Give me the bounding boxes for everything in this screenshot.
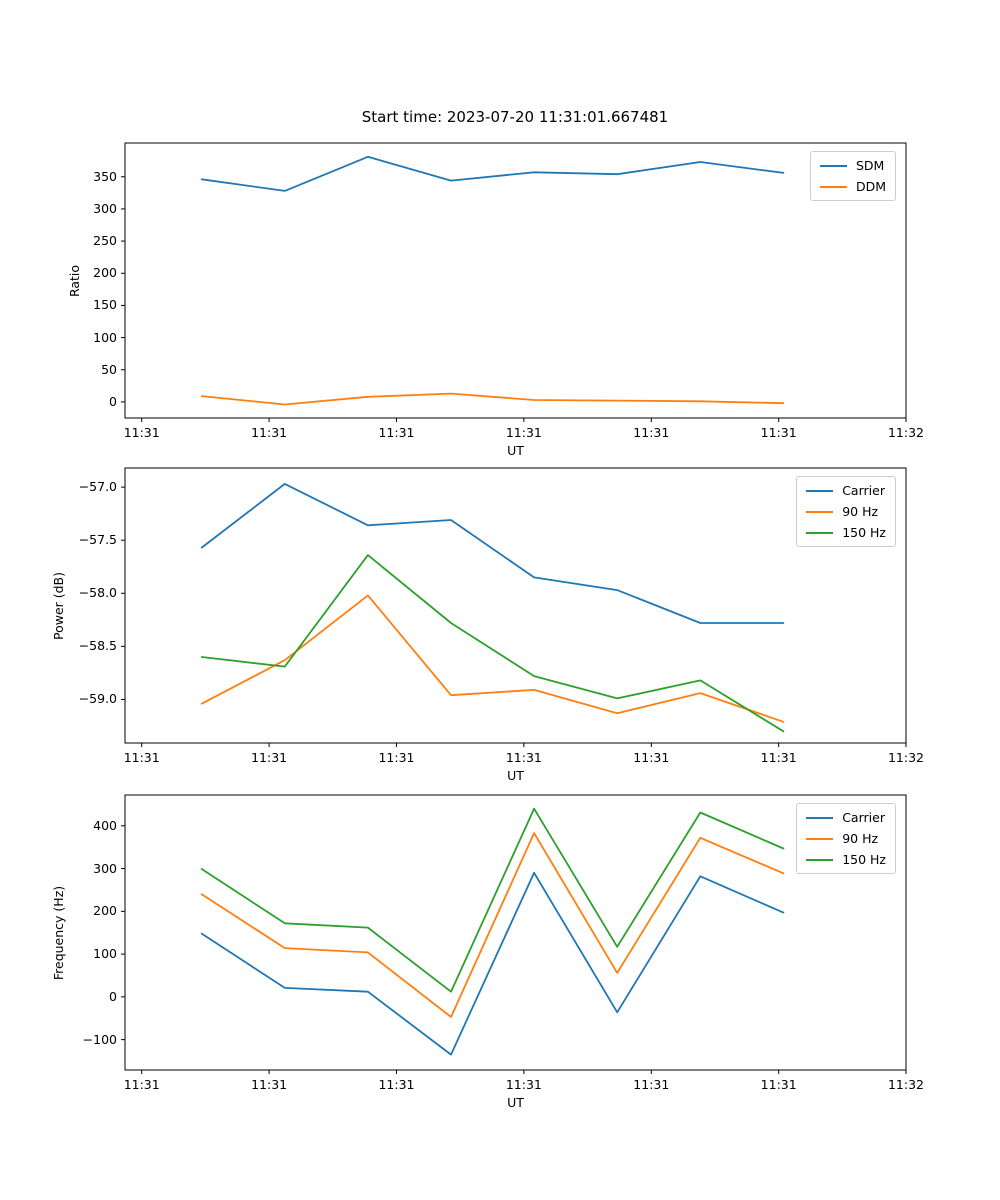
- line-ddm: [200, 392, 785, 406]
- legend-entry-label: DDM: [855, 179, 886, 194]
- x-tick-label: 11:31: [760, 750, 797, 765]
- line-carrier: [200, 482, 785, 624]
- x-tick-label: 11:32: [887, 425, 925, 440]
- y-tick-label: −57.0: [78, 479, 117, 495]
- legend-entry: 150 Hz: [806, 851, 886, 868]
- x-tick-label: 11:31: [378, 750, 415, 765]
- x-tick-label: 11:31: [633, 1077, 670, 1092]
- x-tick-label: 11:31: [633, 750, 670, 765]
- legend-entry: Carrier: [806, 809, 886, 826]
- subplot-power-db-: [121, 467, 907, 747]
- y-tick-label: 250: [93, 233, 117, 249]
- x-tick-label: 11:31: [123, 425, 160, 440]
- legend-line-sample: [806, 489, 834, 492]
- y-tick-label: −58.5: [78, 638, 117, 654]
- legend-entry-label: 150 Hz: [842, 525, 886, 540]
- figure-title: Start time: 2023-07-20 11:31:01.667481: [361, 108, 669, 126]
- y-tick-label: 100: [93, 946, 117, 962]
- axis-xlabel: UT: [507, 768, 524, 783]
- y-tick-label: 300: [93, 200, 117, 216]
- x-tick-label: 11:31: [378, 1077, 415, 1092]
- plot-border: [124, 142, 907, 419]
- legend-line-sample: [806, 816, 834, 819]
- axis-ylabel: Power (dB): [51, 571, 66, 640]
- legend-line-sample: [819, 164, 847, 167]
- x-tick-label: 11:31: [123, 1077, 160, 1092]
- y-tick-label: 150: [93, 297, 117, 313]
- legend-entry-label: Carrier: [842, 483, 885, 498]
- y-tick-label: 400: [93, 817, 117, 833]
- x-tick-label: 11:31: [123, 750, 160, 765]
- legend: Carrier 90 Hz 150 Hz: [796, 476, 896, 547]
- y-tick-label: −57.5: [78, 532, 117, 548]
- legend-line-sample: [806, 858, 834, 861]
- line-150-hz: [200, 807, 785, 993]
- y-tick-label: 200: [93, 903, 117, 919]
- plot-border: [124, 794, 907, 1071]
- x-tick-label: 11:31: [378, 425, 415, 440]
- y-tick-label: 300: [93, 860, 117, 876]
- legend-line-sample: [806, 837, 834, 840]
- legend-entry-label: SDM: [855, 158, 885, 173]
- axis-xlabel: UT: [507, 443, 524, 458]
- legend: SDM DDM: [809, 151, 896, 201]
- x-tick-label: 11:31: [760, 1077, 797, 1092]
- legend-entry: 90 Hz: [806, 830, 886, 847]
- x-tick-label: 11:31: [633, 425, 670, 440]
- legend-entry: Carrier: [806, 482, 886, 499]
- y-tick-label: −59.0: [78, 691, 117, 707]
- x-tick-label: 11:31: [760, 425, 797, 440]
- line-150-hz: [200, 554, 785, 733]
- legend-entry: 90 Hz: [806, 503, 886, 520]
- axis-xlabel: UT: [507, 1095, 524, 1110]
- axis-ylabel: Frequency (Hz): [51, 885, 66, 980]
- y-tick-label: −100: [82, 1031, 117, 1047]
- x-tick-label: 11:31: [251, 425, 288, 440]
- legend-line-sample: [806, 510, 834, 513]
- x-tick-label: 11:31: [251, 750, 288, 765]
- y-tick-label: 200: [93, 265, 117, 281]
- x-tick-label: 11:31: [251, 1077, 288, 1092]
- x-tick-label: 11:31: [505, 425, 542, 440]
- y-tick-label: 0: [109, 988, 117, 1004]
- y-tick-label: 350: [93, 168, 117, 184]
- line-carrier: [200, 871, 785, 1056]
- y-tick-label: 100: [93, 329, 117, 345]
- subplot-frequency-hz-: [121, 794, 907, 1074]
- line-sdm: [200, 155, 785, 192]
- legend-entry: SDM: [819, 157, 886, 174]
- line-90-hz: [200, 832, 785, 1018]
- legend-entry-label: Carrier: [842, 810, 885, 825]
- x-tick-label: 11:32: [887, 750, 925, 765]
- y-tick-label: 50: [101, 361, 117, 377]
- legend-entry-label: 150 Hz: [842, 852, 886, 867]
- legend-entry-label: 90 Hz: [842, 504, 879, 519]
- legend-line-sample: [819, 185, 847, 188]
- subplot-ratio: [121, 142, 907, 422]
- legend-line-sample: [806, 531, 834, 534]
- y-tick-label: 0: [109, 393, 117, 409]
- legend: Carrier 90 Hz 150 Hz: [796, 803, 896, 874]
- axis-ylabel: Ratio: [67, 264, 82, 297]
- y-tick-label: −58.0: [78, 585, 117, 601]
- line-90-hz: [200, 594, 785, 723]
- legend-entry: DDM: [819, 178, 886, 195]
- plot-border: [124, 467, 907, 744]
- legend-entry: 150 Hz: [806, 524, 886, 541]
- x-tick-label: 11:31: [505, 1077, 542, 1092]
- legend-entry-label: 90 Hz: [842, 831, 879, 846]
- x-tick-label: 11:32: [887, 1077, 925, 1092]
- x-tick-label: 11:31: [505, 750, 542, 765]
